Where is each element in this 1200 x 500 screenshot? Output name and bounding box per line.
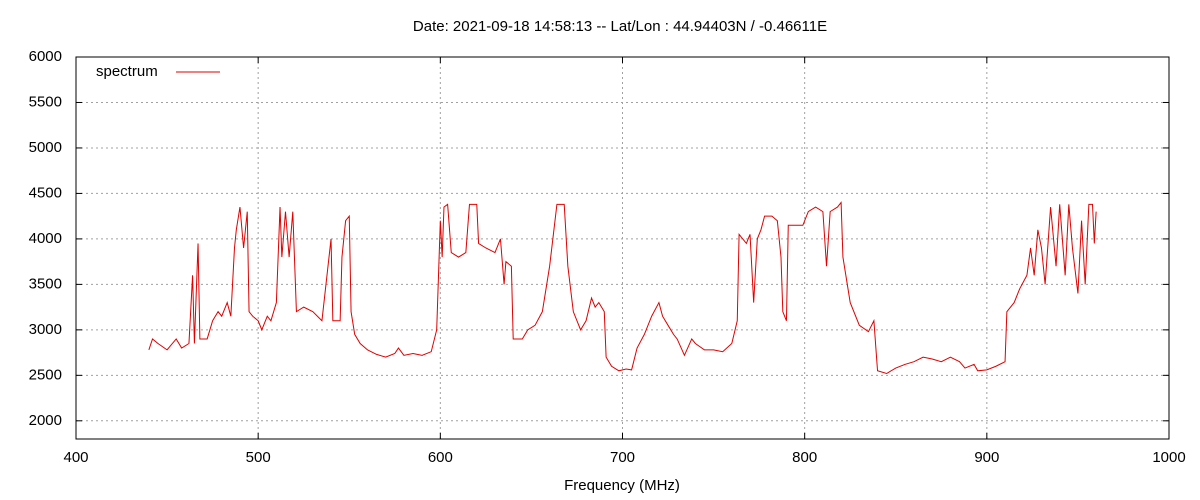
y-tick-label: 4000: [29, 230, 62, 247]
legend-label: spectrum: [96, 63, 158, 80]
x-tick-label: 500: [246, 449, 271, 466]
y-tick-label: 2000: [29, 412, 62, 429]
chart-title: Date: 2021-09-18 14:58:13 -- Lat/Lon : 4…: [413, 18, 827, 35]
x-axis-label: Frequency (MHz): [564, 477, 680, 494]
x-tick-label: 400: [63, 449, 88, 466]
x-tick-label: 700: [610, 449, 635, 466]
y-tick-label: 5000: [29, 139, 62, 156]
x-tick-label: 1000: [1152, 449, 1185, 466]
y-tick-label: 5500: [29, 93, 62, 110]
x-tick-label: 900: [974, 449, 999, 466]
x-tick-label: 800: [792, 449, 817, 466]
plot-frame: [75, 56, 1170, 440]
y-tick-label: 3500: [29, 275, 62, 292]
y-tick-label: 6000: [29, 48, 62, 65]
x-tick-label: 600: [428, 449, 453, 466]
y-tick-label: 2500: [29, 366, 62, 383]
spectrum-line: [148, 201, 1097, 375]
y-tick-label: 4500: [29, 184, 62, 201]
y-tick-label: 3000: [29, 321, 62, 338]
